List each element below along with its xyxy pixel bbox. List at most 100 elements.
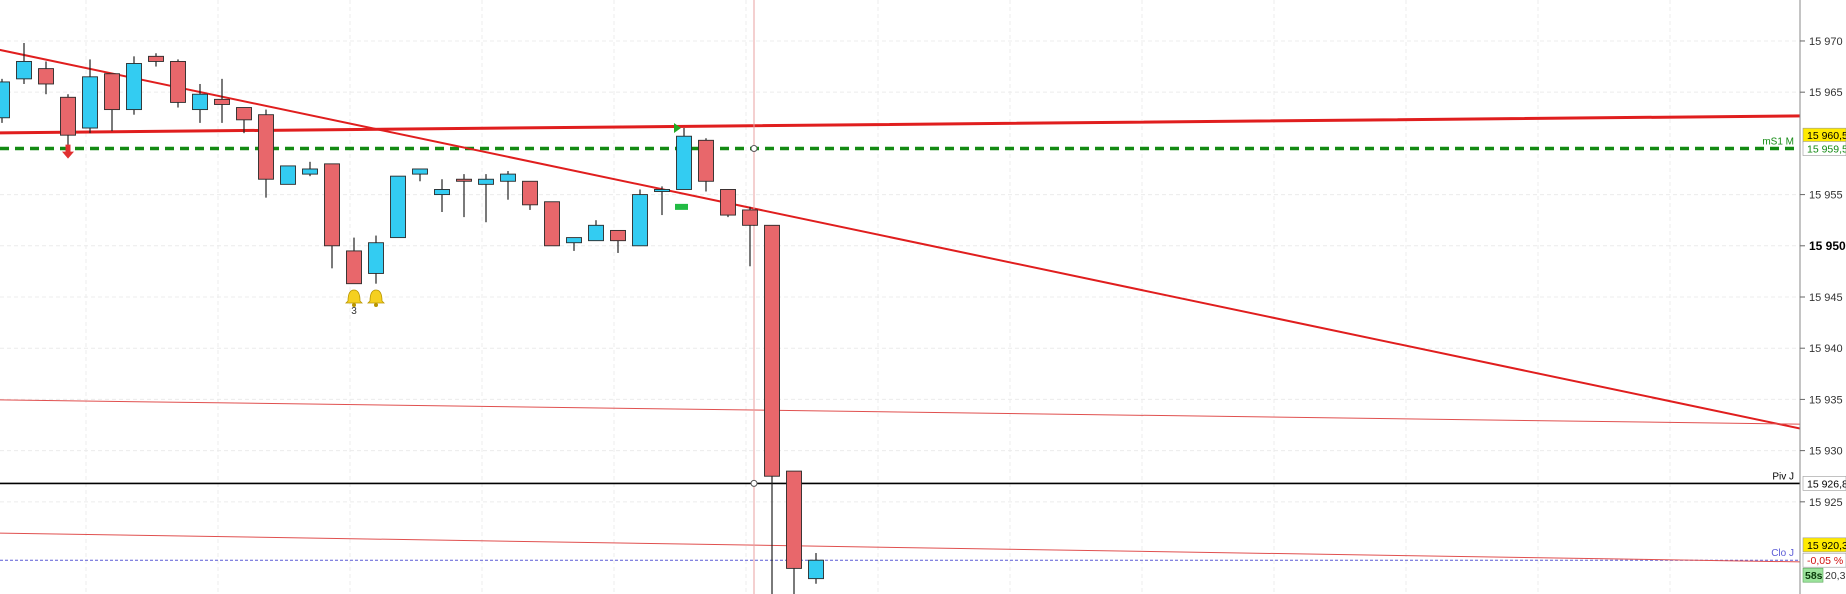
price-tick-label: 15 935: [1809, 394, 1843, 406]
candle-up: [82, 59, 98, 134]
price-tag: [1802, 141, 1846, 156]
cursor-intersection-dot: [750, 145, 758, 152]
cursor-intersection-dot: [750, 479, 758, 487]
candle-body: [720, 189, 736, 216]
candle-down: [170, 59, 186, 108]
candle-body: [588, 224, 604, 242]
candle-up: [302, 161, 318, 177]
price-tag: [1802, 476, 1846, 491]
price-axis[interactable]: 15 970 15 965 15 955 15 950 15 945 15 940 15 9…: [1799, 0, 1846, 594]
candle-up: [434, 179, 450, 212]
price-tick-label: 15 970: [1809, 36, 1843, 48]
candle-body: [654, 189, 670, 192]
candle-body: [16, 60, 32, 80]
candle-down: [214, 78, 230, 123]
candle-body: [302, 168, 318, 175]
price-tag-label: 15 926,8: [1807, 478, 1846, 490]
trend-line[interactable]: [0, 43, 1846, 456]
candle-body: [566, 237, 582, 244]
price-tag-label: 15 959,5: [1807, 144, 1846, 156]
candle-up: [280, 165, 296, 185]
candle-down: [258, 109, 274, 198]
candle-down: [698, 138, 714, 192]
price-tag-label: 15 960,5: [1807, 130, 1846, 142]
level-line-label: Piv J: [1772, 471, 1794, 482]
signal-block-icon: [675, 203, 688, 210]
price-tick-label: 15 940: [1809, 343, 1843, 355]
level-line-label: Clo J: [1771, 548, 1794, 559]
candle-body: [148, 55, 164, 62]
candle-down: [456, 174, 472, 218]
candle-body: [126, 63, 142, 111]
price-tick-label: 15 925: [1809, 497, 1843, 509]
candle-body: [808, 559, 824, 580]
countdown-timer-tag: [1802, 567, 1824, 583]
down-arrow-icon: [62, 144, 74, 159]
candle-body: [170, 60, 186, 103]
price-tick-label: 15 945: [1809, 292, 1843, 304]
candle-body: [786, 470, 802, 569]
candle-body: [324, 163, 340, 247]
bell-clapper-icon: [374, 303, 378, 307]
candle-body: [456, 178, 472, 182]
candle-body: [60, 96, 76, 136]
price-tag: [1802, 552, 1846, 568]
candle-body: [764, 224, 780, 477]
candle-down: [742, 206, 758, 267]
candle-up: [654, 186, 670, 216]
candle-body: [610, 229, 626, 242]
grid: [0, 0, 1800, 594]
trend-line[interactable]: [0, 113, 1846, 135]
candle-up: [808, 553, 824, 584]
candle-up: [676, 128, 692, 190]
candle-body: [478, 178, 494, 185]
price-tag-label: -0,05 %: [1807, 555, 1843, 567]
candle-body: [192, 93, 208, 111]
candle-down: [544, 201, 560, 247]
candle-body: [632, 194, 648, 247]
candle-down: [764, 224, 780, 594]
candle-body: [742, 209, 758, 226]
candle-body: [104, 73, 120, 111]
candle-body: [500, 173, 516, 182]
horizontal-levels: mS1 M Piv J Clo J: [0, 137, 1800, 561]
candle-body: [82, 76, 98, 129]
timer-value-label: 20,3: [1825, 570, 1846, 582]
candle-body: [390, 175, 406, 239]
price-tag-label: 15 920,3: [1807, 540, 1846, 552]
candle-down: [236, 107, 252, 134]
candle-down: [104, 73, 120, 132]
trend-line[interactable]: [0, 399, 1846, 427]
price-tick-label: 15 955: [1809, 190, 1843, 202]
price-tag: [1802, 537, 1846, 553]
candle-down: [610, 229, 626, 253]
candle-down: [148, 53, 164, 67]
trend-line[interactable]: [0, 532, 1846, 566]
candle-up: [632, 189, 648, 247]
candle-body: [280, 165, 296, 185]
candle-down: [324, 163, 340, 269]
candle-down: [786, 470, 802, 594]
bell-clapper-icon: [352, 303, 356, 307]
candle-up: [390, 175, 406, 239]
candle-down: [522, 180, 538, 210]
trend-lines[interactable]: [0, 43, 1846, 565]
candle-body: [236, 107, 252, 121]
candle-body: [698, 139, 714, 182]
candle-body: [214, 98, 230, 105]
candle-up: [192, 83, 208, 123]
candle-down: [60, 94, 76, 146]
candle-body: [368, 242, 384, 274]
candle-up: [588, 220, 604, 242]
price-axis-background: [1800, 0, 1846, 594]
bell-icon: [367, 289, 385, 304]
candle-body: [346, 250, 362, 285]
markers: 3: [62, 123, 688, 317]
candle-body: [412, 168, 428, 175]
candle-up: [500, 171, 516, 200]
candle-body: [434, 189, 450, 196]
candle-down: [38, 61, 54, 95]
countdown-timer-label: 58s: [1805, 570, 1823, 582]
price-tick-label: 15 965: [1809, 87, 1843, 99]
